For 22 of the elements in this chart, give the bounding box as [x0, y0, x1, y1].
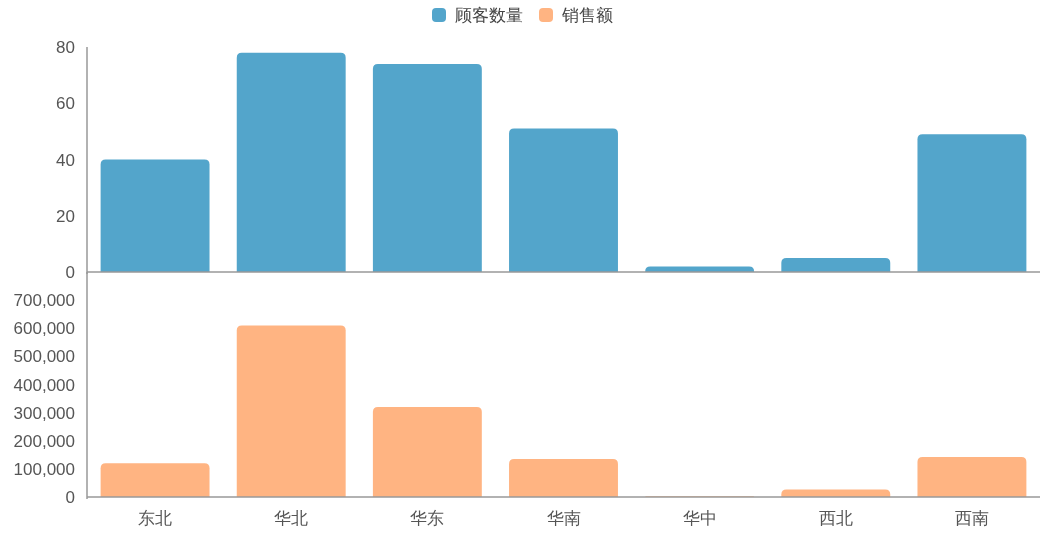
y-tick-label: 400,000 — [13, 375, 75, 395]
y-tick-label: 20 — [56, 206, 75, 226]
y-tick-label: 200,000 — [13, 431, 75, 451]
legend-label: 顾客数量 — [455, 6, 523, 25]
y-tick-label: 0 — [65, 263, 75, 282]
x-tick-label: 华中 — [682, 509, 717, 528]
y-tick-label: 100,000 — [13, 459, 75, 479]
y-tick-label: 80 — [56, 38, 75, 57]
x-tick-label: 西北 — [818, 509, 853, 528]
x-tick-label: 西南 — [954, 509, 989, 528]
x-tick-label: 东北 — [138, 509, 173, 528]
y-tick-label: 600,000 — [13, 319, 75, 339]
x-tick-label: 华东 — [410, 509, 445, 528]
y-tick-label: 700,000 — [13, 291, 75, 311]
y-tick-label: 500,000 — [13, 347, 75, 367]
y-tick-label: 40 — [56, 150, 75, 170]
x-tick-label: 华北 — [274, 509, 309, 528]
y-tick-label: 60 — [56, 94, 75, 114]
legend-label: 销售额 — [561, 6, 613, 25]
y-tick-label: 0 — [65, 488, 75, 507]
y-tick-label: 300,000 — [13, 403, 75, 423]
x-tick-label: 华南 — [546, 509, 581, 528]
